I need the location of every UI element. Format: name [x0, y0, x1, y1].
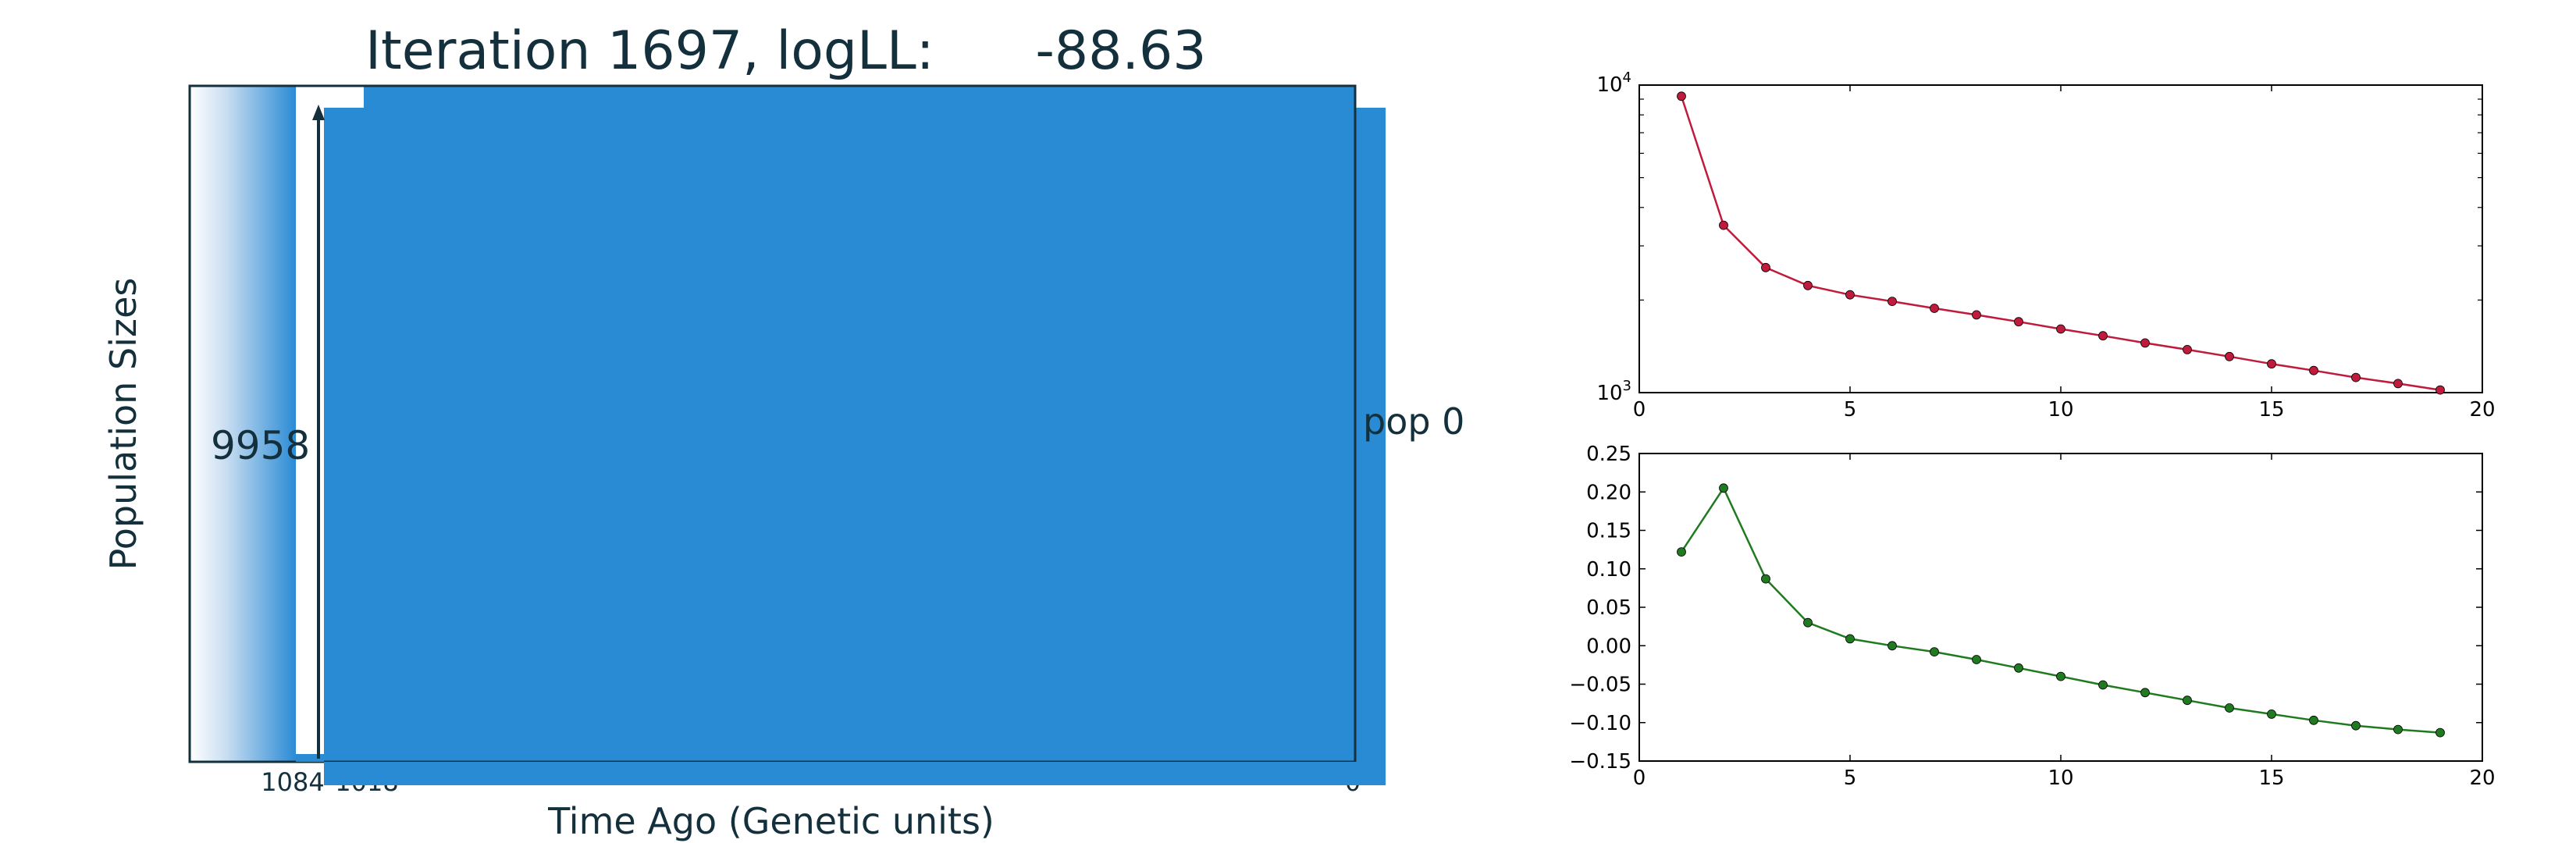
top-point-3	[1761, 262, 1770, 272]
x-tick-label-1084: 1084	[261, 767, 324, 797]
top-point-2	[1719, 220, 1728, 230]
population-block	[324, 108, 1386, 785]
top-point-7	[1930, 304, 1939, 313]
bottom-point-5	[1845, 634, 1855, 644]
gradient-strip	[190, 86, 296, 762]
bottom-point-4	[1803, 617, 1813, 628]
top-point-5	[1845, 290, 1855, 300]
top-x-tick-label-5: 5	[1844, 398, 1857, 422]
top-point-10	[2056, 324, 2065, 334]
top-x-tick-label-0: 0	[1633, 398, 1646, 422]
x-axis-label: Time Ago (Genetic units)	[547, 800, 994, 842]
bottom-point-16	[2309, 715, 2318, 725]
bottom-point-15	[2267, 710, 2276, 719]
bottom-y-tick-label-7: −0.10	[1569, 712, 1631, 735]
bottom-y-tick-label-1: 0.20	[1586, 481, 1631, 504]
bottom-x-tick-label-20: 20	[2469, 767, 2495, 790]
top-y-tick-10e4: 104	[1596, 69, 1631, 97]
population-block-top	[364, 86, 1355, 109]
top-point-11	[2098, 331, 2108, 341]
bottom-y-tick-label-8: −0.15	[1569, 750, 1631, 774]
bottom-y-tick-label-3: 0.10	[1586, 558, 1631, 582]
bottom-y-tick-label-6: −0.05	[1569, 674, 1631, 697]
bottom-point-10	[2056, 671, 2065, 681]
top-x-tick-label-15: 15	[2258, 398, 2284, 422]
bottom-point-2	[1719, 483, 1728, 493]
bottom-axes-frame	[1638, 453, 2483, 762]
bottom-point-19	[2435, 727, 2445, 738]
top-y-tick-10e3: 103	[1596, 378, 1631, 405]
top-point-1	[1677, 91, 1686, 101]
top-point-4	[1803, 280, 1813, 290]
bottom-point-12	[2140, 688, 2150, 698]
bottom-x-tick-label-0: 0	[1633, 767, 1646, 790]
top-x-tick-label-20: 20	[2469, 398, 2495, 422]
bottom-x-tick-label-10: 10	[2048, 767, 2073, 790]
top-point-6	[1888, 297, 1897, 307]
bottom-x-tick-label-15: 15	[2258, 767, 2284, 790]
top-point-13	[2183, 344, 2192, 354]
top-point-9	[2014, 317, 2023, 327]
bottom-x-tick-label-5: 5	[1844, 767, 1857, 790]
bottom-y-tick-label-0: 0.25	[1586, 443, 1631, 466]
top-point-15	[2267, 359, 2276, 369]
top-point-14	[2225, 351, 2234, 361]
top-axes-frame	[1638, 84, 2483, 393]
top-point-16	[2309, 365, 2318, 375]
top-point-19	[2435, 385, 2445, 395]
bottom-point-13	[2183, 695, 2192, 706]
bottom-point-8	[1972, 655, 1981, 664]
bottom-point-9	[2014, 663, 2023, 673]
bottom-y-tick-label-4: 0.05	[1586, 596, 1631, 620]
population-chart: Iteration 1697, logLL: -88.63 9958 pop 0…	[102, 20, 1464, 842]
log-line-chart: 104 103 0 5 10 15 20	[1596, 69, 2495, 422]
linear-line-chart: 0.250.200.150.100.050.00−0.05−0.10−0.15 …	[1569, 443, 2495, 790]
top-x-tick-label-10: 10	[2048, 398, 2073, 422]
population-block-bottom	[324, 762, 1386, 785]
bottom-point-17	[2351, 720, 2361, 731]
bottom-y-tick-label-2: 0.15	[1586, 520, 1631, 543]
bottom-point-18	[2393, 724, 2403, 735]
population-size-label: 9958	[211, 423, 310, 468]
y-axis-label: Population Sizes	[102, 278, 144, 571]
population-arrow-head	[312, 105, 325, 120]
population-base-mark	[296, 754, 324, 762]
top-point-18	[2393, 379, 2403, 389]
bottom-point-14	[2225, 703, 2234, 713]
chart-title: Iteration 1697, logLL: -88.63	[365, 20, 1207, 82]
bottom-point-11	[2098, 680, 2108, 690]
top-point-12	[2140, 338, 2150, 348]
bottom-point-7	[1930, 647, 1939, 656]
top-point-17	[2351, 372, 2361, 382]
population-name-label: pop 0	[1363, 400, 1464, 443]
bottom-point-3	[1761, 574, 1770, 584]
top-point-8	[1972, 310, 1981, 320]
bottom-point-6	[1888, 641, 1897, 651]
bottom-point-1	[1677, 547, 1686, 557]
bottom-y-tick-label-5: 0.00	[1586, 635, 1631, 658]
